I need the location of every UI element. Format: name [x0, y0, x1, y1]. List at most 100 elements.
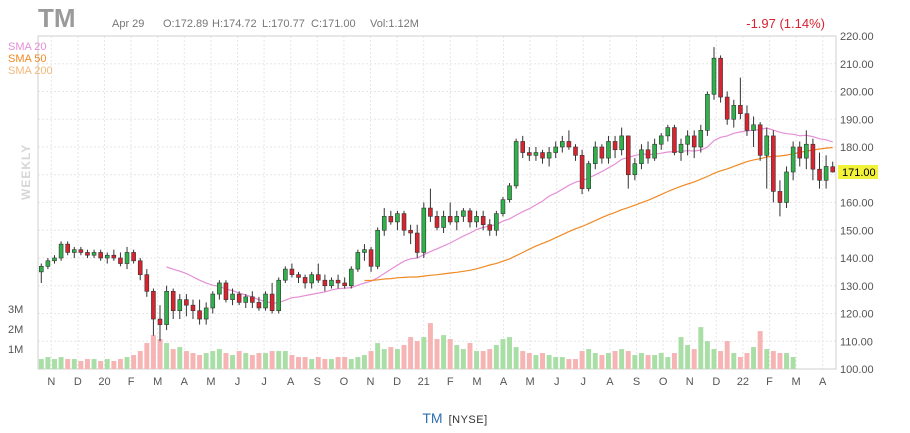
volume-bar: [612, 351, 618, 369]
volume-bar: [421, 337, 427, 369]
legend-sma50: SMA 50: [8, 53, 47, 65]
y-tick-label: 140.00: [840, 253, 874, 265]
candle-body: [98, 252, 103, 259]
volume-bar: [427, 323, 433, 369]
volume-bar: [71, 359, 77, 369]
candle-body: [625, 135, 631, 176]
volume-bar: [671, 353, 677, 369]
candle-body: [164, 290, 169, 325]
volume-bar: [84, 359, 90, 369]
candle-body: [480, 216, 486, 225]
candle-body: [368, 249, 374, 267]
candle-body: [705, 93, 710, 131]
volume-bar: [269, 351, 275, 369]
candle-body: [487, 224, 493, 231]
candle-body: [217, 282, 222, 295]
candle-body: [118, 257, 123, 264]
footer-exchange: [NYSE]: [448, 414, 488, 426]
volume-bar: [309, 359, 315, 369]
candle-body: [131, 252, 136, 262]
candle-body: [434, 216, 440, 228]
volume-bar: [520, 351, 526, 369]
y-tick-label: 130.00: [840, 281, 874, 293]
volume-bar: [645, 355, 651, 369]
x-tick-label: A: [500, 376, 508, 388]
volume-bar: [243, 353, 249, 369]
candle-body: [230, 293, 235, 300]
volume-bar: [447, 339, 453, 369]
candle-body: [414, 232, 420, 253]
candle-body: [381, 216, 387, 231]
footer-symbol-link[interactable]: TM: [422, 410, 443, 426]
volume-bar: [52, 359, 57, 369]
volume-bar: [104, 359, 110, 369]
x-tick-label: J: [581, 376, 587, 388]
candle-body: [639, 149, 644, 164]
volume-bar: [566, 359, 572, 369]
candle-body: [388, 216, 394, 223]
interval-label: WEEKLY: [19, 144, 33, 200]
candle-body: [39, 266, 44, 273]
candle-body: [223, 282, 229, 300]
candle-body: [619, 135, 624, 151]
x-tick-label: A: [606, 376, 614, 388]
x-tick-label: 22: [737, 376, 749, 388]
candle-body: [573, 146, 578, 156]
candle-body: [474, 216, 479, 223]
x-tick-label: D: [712, 376, 720, 388]
volume-bar: [78, 361, 84, 369]
volume-bar: [658, 353, 664, 369]
candle-body: [566, 141, 572, 148]
volume-bar: [546, 355, 552, 369]
candle-body: [197, 310, 202, 320]
last-price-marker: [838, 164, 878, 179]
volume-bar: [282, 351, 288, 369]
y-tick-label: 120.00: [840, 309, 874, 321]
candle-body: [685, 135, 690, 145]
x-tick-label: M: [206, 376, 215, 388]
x-tick-label: M: [153, 376, 162, 388]
candle-body: [447, 216, 453, 223]
volume-bar: [744, 353, 750, 369]
candle-body: [78, 249, 84, 253]
x-tick-label: S: [633, 376, 640, 388]
candle-body: [296, 274, 301, 278]
volume-bar: [632, 355, 638, 369]
quote-open: O:172.89: [163, 18, 208, 30]
price-change: -1.97 (1.14%): [746, 16, 825, 31]
volume-bar: [414, 341, 420, 369]
volume-bar: [342, 357, 348, 369]
volume-bar: [711, 349, 717, 369]
candle-body: [494, 213, 499, 231]
volume-bar: [335, 357, 341, 369]
symbol-title: TM: [38, 3, 76, 33]
candle-body: [335, 279, 341, 284]
candle-body: [395, 213, 400, 223]
candle-body: [329, 279, 334, 287]
volume-bars: [38, 323, 796, 369]
volume-bar: [210, 351, 216, 369]
volume-bar: [256, 353, 262, 369]
candle-body: [302, 277, 308, 284]
x-tick-label: O: [659, 376, 668, 388]
volume-bar: [236, 351, 242, 369]
candle-body: [243, 296, 249, 303]
sma20-line: [166, 127, 833, 304]
candle-body: [527, 152, 532, 156]
x-tick-label: M: [792, 376, 801, 388]
candle-body: [137, 260, 143, 275]
candle-body: [817, 168, 822, 181]
volume-tick-label: 3M: [8, 304, 23, 316]
candle-body: [348, 268, 354, 287]
candle-body: [797, 146, 803, 159]
candle-body: [546, 152, 552, 159]
candle-body: [560, 141, 565, 148]
candle-body: [672, 127, 677, 153]
volume-bar: [573, 359, 578, 369]
candle-body: [190, 304, 196, 312]
quote-volume: Vol:1.12M: [370, 18, 419, 30]
volume-bar: [322, 359, 328, 369]
volume-bar: [276, 351, 282, 369]
volume-bar: [586, 349, 592, 369]
candle-body: [454, 216, 460, 223]
